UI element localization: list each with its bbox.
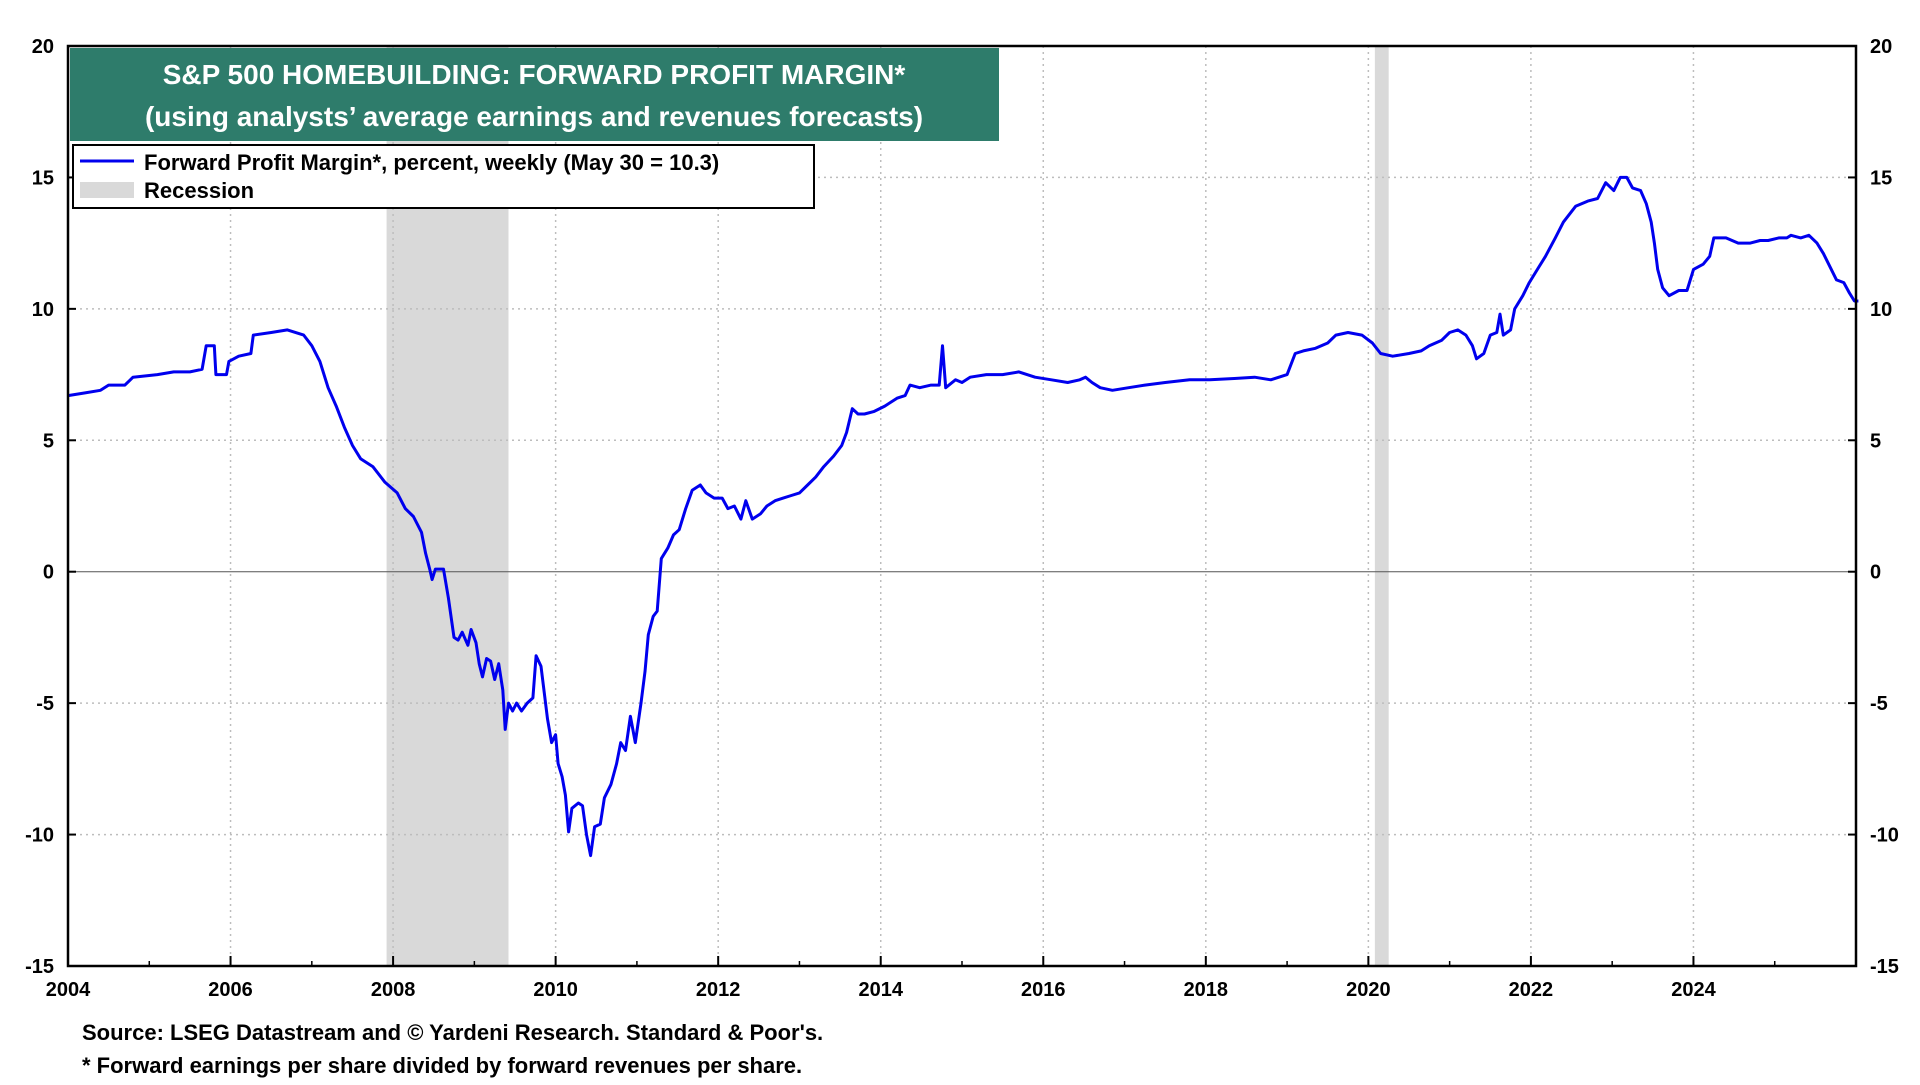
y-tick-label-right: 5 <box>1870 430 1881 452</box>
y-tick-label-left: 5 <box>43 430 54 452</box>
legend: Forward Profit Margin*, percent, weekly … <box>72 144 815 209</box>
y-tick-label-right: -10 <box>1870 825 1899 847</box>
y-tick-label-left: -15 <box>25 956 54 978</box>
title-box: S&P 500 HOMEBUILDING: FORWARD PROFIT MAR… <box>70 48 999 141</box>
x-tick-label: 2008 <box>371 979 416 1001</box>
series-line-forward-profit-margin <box>67 175 1859 858</box>
x-tick-label: 2006 <box>208 979 253 1001</box>
y-tick-label-left: 20 <box>32 36 54 58</box>
gridlines <box>68 46 1856 966</box>
legend-recession-swatch <box>80 182 134 198</box>
y-tick-label-right: 15 <box>1870 167 1892 189</box>
y-tick-label-right: -5 <box>1870 693 1888 715</box>
x-tick-label: 2016 <box>1021 979 1066 1001</box>
y-tick-label-right: 0 <box>1870 562 1881 584</box>
x-tick-label: 2020 <box>1346 979 1391 1001</box>
y-tick-label-left: -10 <box>25 825 54 847</box>
x-tick-label: 2018 <box>1184 979 1229 1001</box>
x-tick-label: 2024 <box>1671 979 1716 1001</box>
y-tick-label-left: -5 <box>36 693 54 715</box>
legend-label-recession: Recession <box>144 178 254 203</box>
chart-title: S&P 500 HOMEBUILDING: FORWARD PROFIT MAR… <box>163 59 906 90</box>
y-tick-label-right: -15 <box>1870 956 1899 978</box>
legend-box <box>72 144 815 209</box>
source-note: Source: LSEG Datastream and © Yardeni Re… <box>82 1020 823 1045</box>
y-tick-label-right: 20 <box>1870 36 1892 58</box>
y-tick-label-left: 0 <box>43 562 54 584</box>
x-tick-label: 2010 <box>533 979 578 1001</box>
x-tick-label: 2022 <box>1509 979 1554 1001</box>
chart-subtitle: (using analysts’ average earnings and re… <box>145 101 923 132</box>
recession-band <box>1374 46 1389 966</box>
x-tick-label: 2004 <box>46 979 91 1001</box>
footnote-definition: * Forward earnings per share divided by … <box>82 1053 802 1078</box>
y-tick-label-left: 10 <box>32 299 54 321</box>
x-tick-label: 2012 <box>696 979 741 1001</box>
title-background <box>70 48 999 141</box>
y-tick-label-right: 10 <box>1870 299 1892 321</box>
x-tick-label: 2014 <box>858 979 903 1001</box>
series-layer <box>67 175 1859 858</box>
legend-label-series: Forward Profit Margin*, percent, weekly … <box>144 150 719 175</box>
y-tick-label-left: 15 <box>32 167 54 189</box>
